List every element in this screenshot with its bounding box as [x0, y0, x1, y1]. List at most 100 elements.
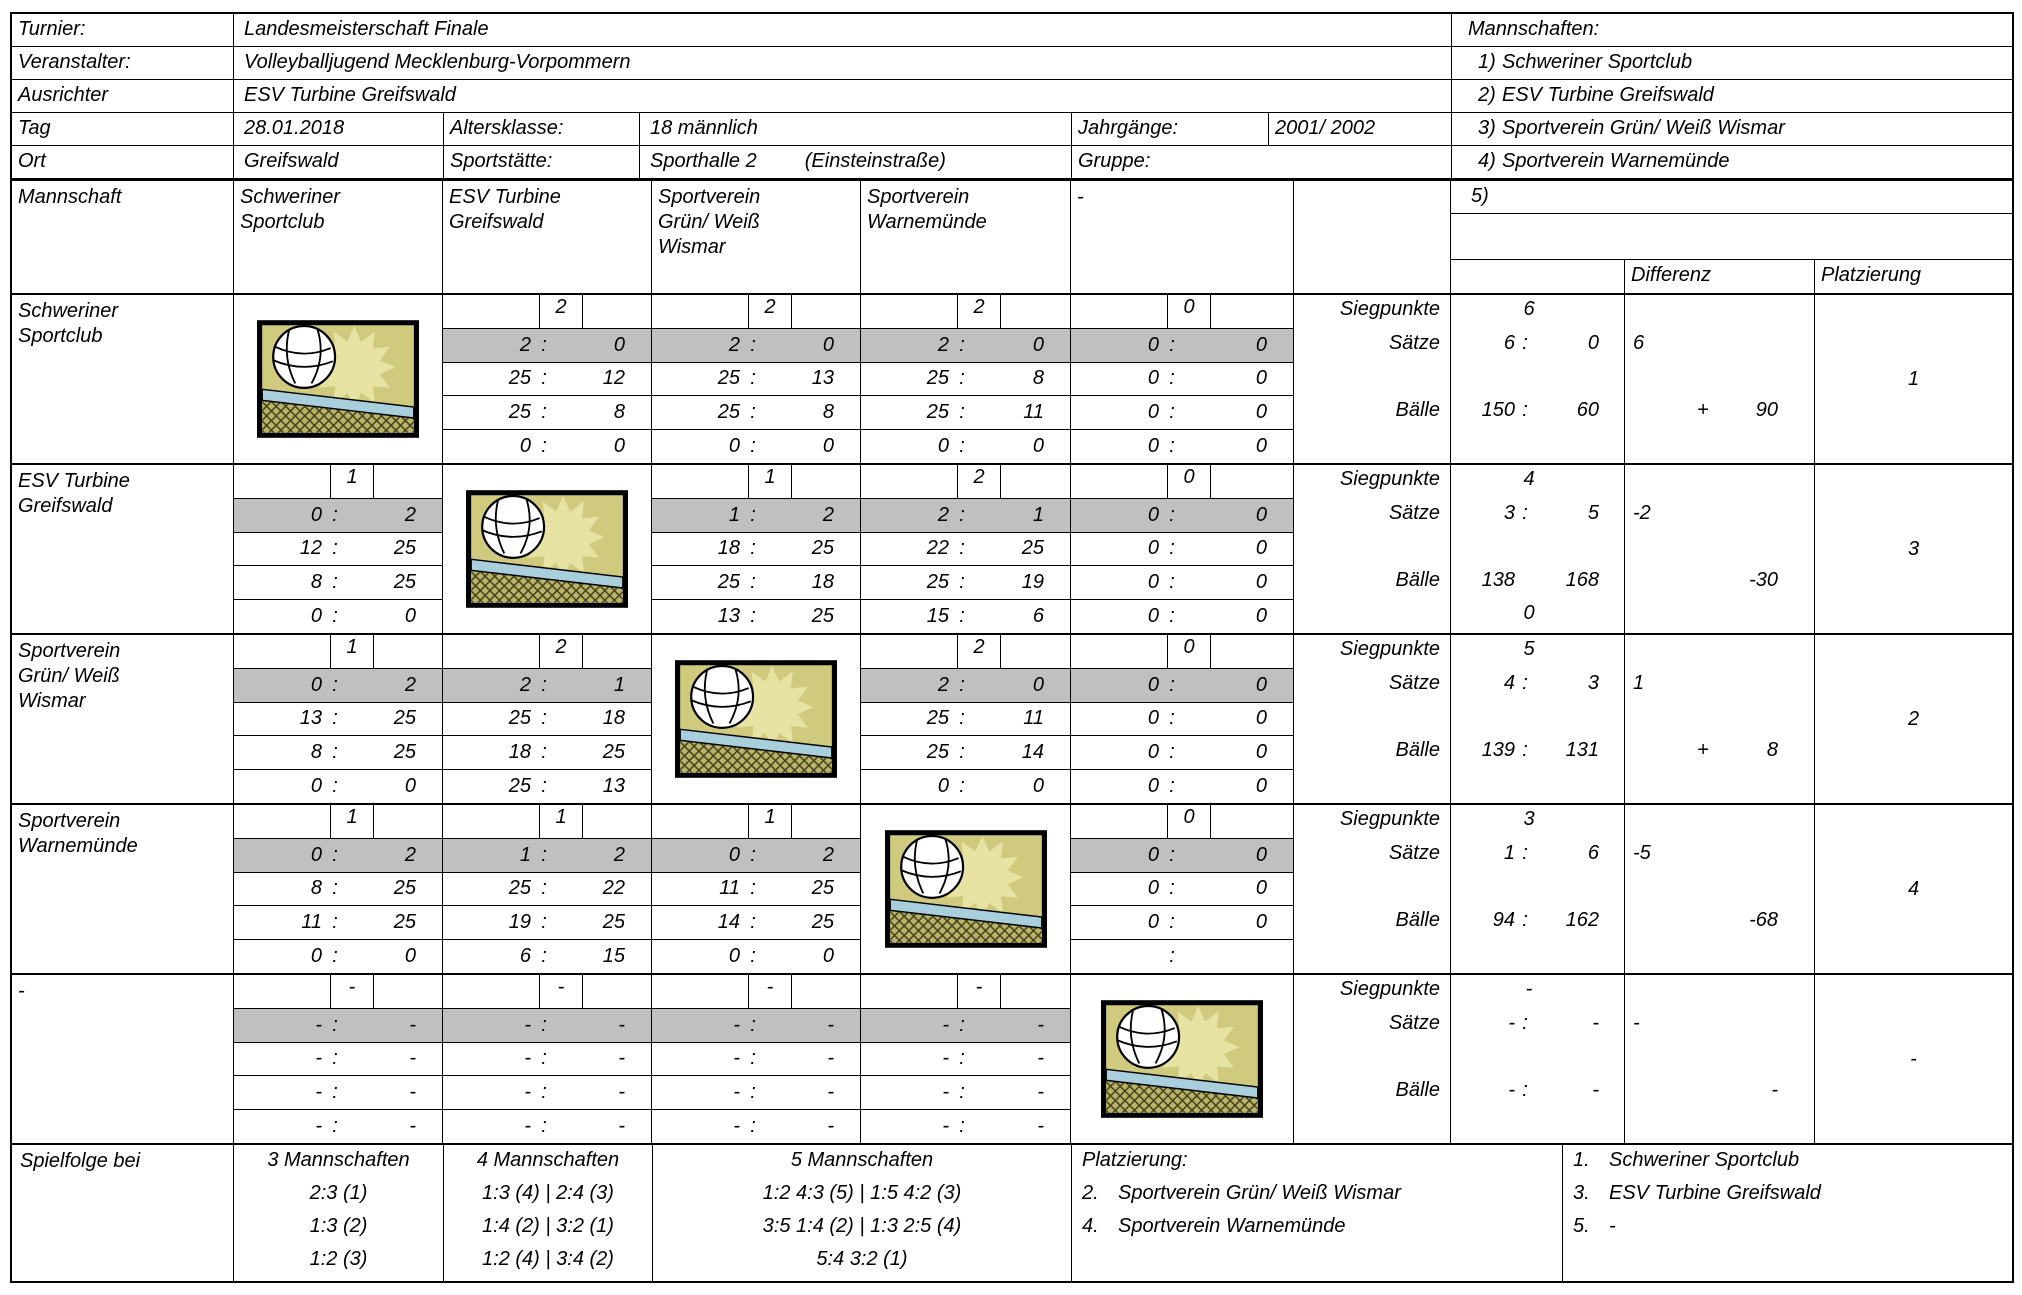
header-row-turnier: Turnier: Landesmeisterschaft Finale Mann… [12, 14, 2012, 47]
match-ball-score-1: 11: 25 [652, 873, 860, 907]
set-score-home: 0 [1147, 673, 1159, 696]
team-name: - [12, 975, 234, 1143]
ball-score-away: 0 [1255, 571, 1267, 594]
ball-score-away: - [1037, 1115, 1044, 1138]
score-colon: : [750, 843, 756, 866]
match-ball-score-3: 0:0 [1071, 600, 1293, 633]
match-ball-score-3: 25: 13 [443, 770, 651, 803]
match-winpoints-row: 0 [1071, 805, 1293, 839]
volleyball-image [885, 827, 1047, 951]
score-colon: : [541, 435, 547, 458]
match-ball-score-3: -:- [234, 1110, 442, 1143]
match-cell: 2 2:0 25:8 25:11 0:0 [861, 295, 1070, 463]
ball-score-home: 8 [310, 741, 322, 764]
match-ball-score-1: 8: 25 [234, 873, 442, 907]
matrix-cell: 1 0:2 12:25 8:25 0:0 [234, 465, 443, 633]
saetze-label: Sätze [1388, 842, 1440, 864]
match-winpoints: 0 [1167, 465, 1211, 498]
set-score-home: 2 [519, 333, 531, 356]
score-colon: : [959, 571, 965, 594]
match-winpoints-row: - [234, 975, 442, 1009]
set-score-away: 2 [404, 673, 416, 696]
matrix-cell: 1 0:2 8:25 11:25 0:0 [234, 805, 443, 973]
ball-score-home: 13 [717, 605, 740, 628]
ball-score-home: - [942, 1081, 949, 1104]
score-colon: : [959, 367, 965, 390]
spielfolge-line: 1:4 (2) | 3:2 (1) [482, 1215, 614, 1237]
match-cell: 1 0:2 8:25 11:25 0:0 [234, 805, 442, 973]
ball-score-away: 25 [602, 741, 625, 764]
match-ball-score-3: 0:0 [861, 430, 1070, 463]
set-score-home: 1 [519, 843, 531, 866]
match-ball-score-3: -:- [652, 1110, 860, 1143]
header-row-ort: Ort Greifswald Sportstätte: Sporthalle 2… [12, 146, 2012, 179]
match-ball-score-2: 25: 8 [652, 396, 860, 431]
placement-item: 4. Sportverein Warnemünde [1082, 1215, 1346, 1237]
score-colon: : [332, 877, 338, 900]
set-score-away: 0 [1032, 333, 1044, 356]
match-winpoints: 1 [748, 465, 792, 498]
match-winpoints-row: 0 [1071, 465, 1293, 499]
match-set-score: -:- [234, 1008, 442, 1043]
ball-score-home: - [315, 1047, 322, 1070]
turnier-value: Landesmeisterschaft Finale [234, 14, 1452, 46]
placement-item: 5. - [1573, 1215, 1616, 1237]
match-ball-score-2: 25: 14 [861, 736, 1070, 771]
match-cell: 1 0:2 12:25 8:25 0:0 [234, 465, 442, 633]
match-winpoints-row: 2 [652, 295, 860, 329]
ball-score-away: - [827, 1081, 834, 1104]
altersklasse-label: Altersklasse: [444, 113, 640, 145]
score-colon: : [959, 775, 965, 798]
diff-header-spacer [1451, 260, 1625, 293]
stat-labels: Siegpunkte Sätze Bälle [1294, 805, 1451, 973]
tag-value: 28.01.2018 [234, 113, 444, 145]
set-score-home: 0 [310, 503, 322, 526]
set-score-home: 2 [937, 333, 949, 356]
match-ball-score-3: -:- [861, 1110, 1070, 1143]
platzierung-cell: 2 [1815, 635, 2012, 803]
ball-score-away: 18 [811, 571, 834, 594]
baelle-value: 138 168 [1481, 569, 1599, 591]
ball-score-home: 0 [519, 435, 531, 458]
ball-score-away: 25 [393, 877, 416, 900]
ball-score-away: 11 [1023, 707, 1044, 730]
ausrichter-value: ESV Turbine Greifswald [234, 80, 1452, 112]
match-winpoints: - [748, 975, 792, 1008]
match-ball-score-1: 0:0 [1071, 703, 1293, 737]
match-ball-score-3: 15: 6 [861, 600, 1070, 633]
matrix-cell [861, 805, 1071, 973]
ball-score-away: 0 [1032, 775, 1044, 798]
diff-platz-header: Differenz Platzierung [1451, 259, 2012, 293]
match-ball-score-1: 22: 25 [861, 533, 1070, 567]
match-ball-score-2: 25: 18 [652, 566, 860, 601]
match-set-score: 2: 0 [652, 328, 860, 363]
ball-score-home: 25 [926, 571, 949, 594]
ball-score-home: 0 [1147, 775, 1159, 798]
header-row-veranstalter: Veranstalter: Volleyballjugend Mecklenbu… [12, 47, 2012, 80]
veranstalter-value: Volleyballjugend Mecklenburg-Vorpommern [234, 47, 1452, 79]
match-winpoints-row: 2 [443, 295, 651, 329]
score-colon: : [332, 945, 338, 968]
saetze-label: Sätze [1388, 1012, 1440, 1034]
jahrgaenge-value: 2001/ 2002 [1269, 113, 1452, 145]
ball-score-away: 25 [393, 571, 416, 594]
score-colon: : [1169, 401, 1175, 424]
matrix-col-header-2: ESV Turbine Greifswald [443, 181, 652, 293]
match-ball-score-2: 0:0 [1071, 906, 1293, 941]
ball-score-away: 0 [613, 435, 625, 458]
differenz-sets: - [1633, 1012, 1640, 1034]
ball-score-away: 0 [404, 945, 416, 968]
match-winpoints: 0 [1167, 805, 1211, 838]
baelle-value: -:- [1508, 1079, 1599, 1101]
match-ball-score-3: 13: 25 [652, 600, 860, 633]
match-ball-score-1: 25: 18 [443, 703, 651, 737]
match-winpoints: - [957, 975, 1001, 1008]
ball-score-home: - [315, 1081, 322, 1104]
set-score-away: - [409, 1013, 416, 1036]
score-colon: : [541, 1115, 547, 1138]
score-colon: : [750, 911, 756, 934]
platzierung-cell: 3 [1815, 465, 2012, 633]
score-colon: : [332, 605, 338, 628]
matrix-cell: 0 0:0 0:0 0:0 0:0 [1071, 465, 1294, 633]
matrix-col-header-1: Schweriner Sportclub [234, 181, 443, 293]
